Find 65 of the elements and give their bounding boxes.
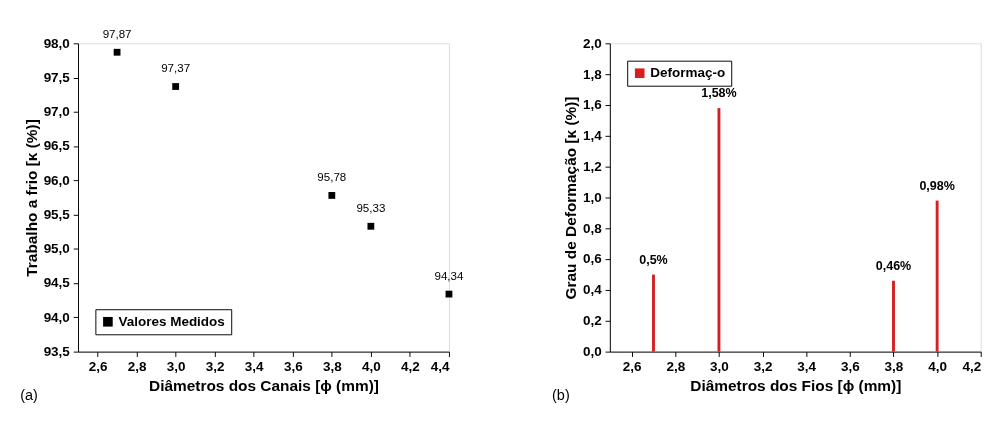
data-label: 0,46% <box>875 259 912 274</box>
y-tick-label: 97,0 <box>43 104 70 120</box>
data-label: 97,37 <box>161 62 191 75</box>
legend-label: Deformaç-o <box>650 65 726 81</box>
x-axis-title: Diâmetros dos Fios [ϕ (mm)] <box>690 376 902 394</box>
y-tick-label: 1,4 <box>582 128 603 144</box>
x-axis-title: Diâmetros dos Canais [ϕ (mm)] <box>149 376 379 394</box>
y-tick-label: 97,5 <box>43 69 71 85</box>
y-tick-label: 1,8 <box>582 66 603 82</box>
y-tick-label: 96,0 <box>43 172 70 188</box>
y-tick-label: 95,5 <box>43 206 71 222</box>
point <box>113 48 121 56</box>
bar <box>652 274 655 352</box>
y-tick-label: 0,2 <box>582 313 602 329</box>
x-tick-label: 3,8 <box>322 359 343 375</box>
x-tick-label: 4,2 <box>962 359 982 375</box>
y-tick-label: 0,4 <box>582 282 603 298</box>
x-tick-label: 3,4 <box>244 359 265 375</box>
x-tick-label: 3,8 <box>884 359 904 375</box>
data-label: 94,34 <box>434 269 464 282</box>
y-tick-label: 0,0 <box>582 343 602 359</box>
data-label: 95,33 <box>356 201 386 214</box>
text: (a) <box>20 386 38 403</box>
y-tick-label: 2,0 <box>582 35 602 51</box>
point <box>328 192 336 199</box>
point <box>367 222 375 230</box>
bar <box>935 200 939 352</box>
y-tick-label: 98,0 <box>43 35 70 51</box>
data-label: 97,87 <box>102 27 132 40</box>
x-tick-label: 2,6 <box>622 359 642 375</box>
data-label: 0,5% <box>639 252 668 267</box>
x-tick-label: 3,2 <box>205 359 225 375</box>
y-tick-label: 94,5 <box>43 275 71 291</box>
x-tick-label: 2,8 <box>127 359 147 375</box>
bar <box>717 108 721 352</box>
y-axis-title: Trabalho a frio [κ (%)] <box>22 119 40 277</box>
y-tick-label: 0,8 <box>582 220 603 236</box>
x-tick-label: 2,8 <box>666 359 686 375</box>
y-tick-label: 95,0 <box>43 241 70 257</box>
y-tick-label: 93,5 <box>43 343 71 359</box>
x-tick-label: 3,4 <box>797 359 817 375</box>
bar <box>892 280 895 352</box>
data-label: 1,58% <box>701 86 737 101</box>
x-tick-label: 4,2 <box>401 359 420 375</box>
y-tick-label: 1,6 <box>582 97 602 113</box>
data-label: 0,98% <box>919 178 955 193</box>
legend-label: Valores Medidos <box>118 313 225 329</box>
data-label: 95,78 <box>317 170 347 183</box>
x-tick-label: 3,6 <box>840 359 860 375</box>
x-tick-label: 3,0 <box>166 359 186 375</box>
y-tick-label: 96,5 <box>43 138 71 154</box>
x-tick-label: 4,0 <box>361 359 381 375</box>
y-tick-label: 0,6 <box>582 251 602 267</box>
text: (b) <box>552 386 570 403</box>
x-tick-label: 4,0 <box>928 359 947 375</box>
x-tick-label: 4,4 <box>430 359 450 375</box>
x-tick-label: 3,6 <box>283 359 303 375</box>
x-tick-label: 2,6 <box>88 359 108 375</box>
y-axis-title: Grau de Deformação [κ (%)] <box>562 96 580 300</box>
y-tick-label: 94,0 <box>43 309 70 325</box>
y-tick-label: 1,0 <box>582 189 602 205</box>
x-tick-label: 3,0 <box>710 359 729 375</box>
x-tick-label: 3,2 <box>753 359 773 375</box>
point <box>172 83 180 90</box>
y-tick-label: 1,2 <box>582 159 602 174</box>
